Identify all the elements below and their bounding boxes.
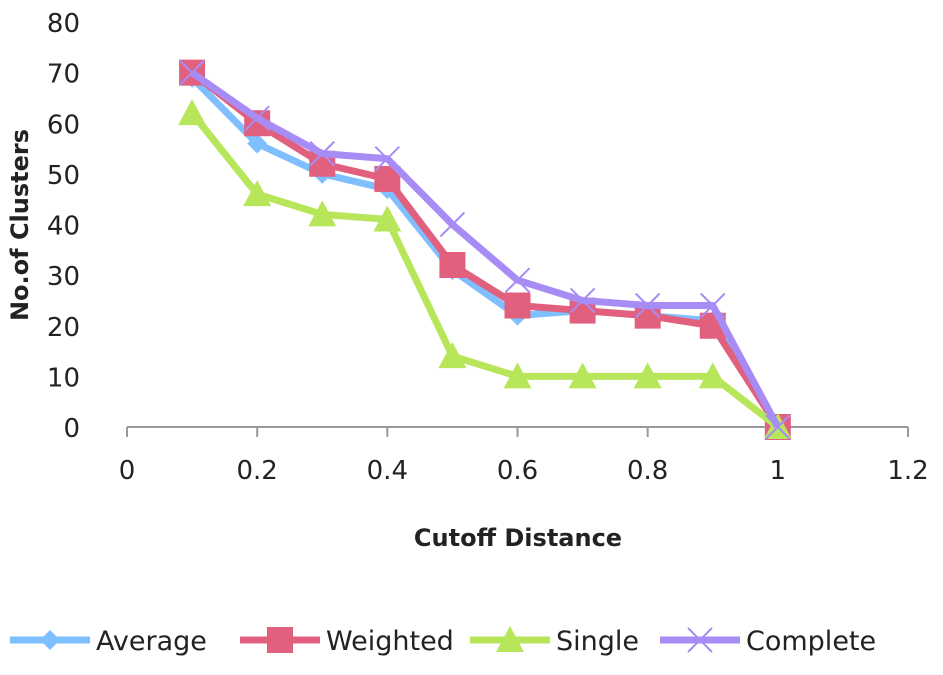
y-tick-label: 0 bbox=[63, 414, 80, 444]
y-tick-label: 80 bbox=[47, 9, 80, 39]
legend-item-weighted: Weighted bbox=[240, 626, 454, 657]
x-tick-label: 0.2 bbox=[236, 456, 277, 486]
legend-x-icon bbox=[687, 627, 713, 653]
single-point bbox=[698, 362, 727, 389]
complete-point bbox=[569, 287, 596, 314]
y-tick-label: 20 bbox=[47, 313, 80, 343]
single-point bbox=[503, 362, 532, 389]
single-point bbox=[178, 99, 207, 126]
legend-label: Complete bbox=[746, 626, 876, 657]
weighted-point bbox=[439, 252, 466, 278]
legend-item-single: Single bbox=[470, 626, 639, 657]
complete-point bbox=[309, 140, 335, 167]
legend: Average Weighted Single Complete bbox=[10, 626, 876, 657]
y-tick-label: 10 bbox=[47, 363, 80, 393]
x-tick-label: 0.4 bbox=[367, 456, 408, 486]
legend-diamond-icon bbox=[40, 630, 60, 650]
y-tick-label: 70 bbox=[47, 60, 80, 90]
single-point bbox=[308, 200, 337, 227]
y-axis-title: No.of Clusters bbox=[6, 129, 34, 321]
y-tick-label: 30 bbox=[47, 262, 80, 292]
complete-point bbox=[504, 267, 531, 293]
y-tick-label: 50 bbox=[47, 161, 80, 191]
legend-item-average: Average bbox=[10, 626, 207, 657]
legend-item-complete: Complete bbox=[660, 626, 876, 657]
x-tick-label: 0 bbox=[119, 456, 136, 486]
series-single bbox=[178, 99, 792, 439]
average-point bbox=[247, 133, 268, 154]
axes: 0 0.2 0.4 0.6 0.8 1 1.2 0 10 20 30 40 50 60 70 80 bbox=[47, 9, 929, 486]
weighted-point bbox=[504, 292, 531, 319]
x-tick-label: 0.6 bbox=[497, 456, 538, 486]
complete-point bbox=[244, 105, 270, 131]
single-line bbox=[189, 110, 780, 430]
complete-line bbox=[190, 69, 781, 429]
legend-label: Single bbox=[556, 626, 639, 657]
complete-point bbox=[439, 211, 466, 238]
x-tick-label: 1 bbox=[770, 456, 787, 486]
series-group bbox=[178, 59, 792, 440]
legend-label: Average bbox=[96, 626, 207, 657]
y-tick-label: 40 bbox=[47, 212, 80, 242]
single-point bbox=[373, 205, 402, 232]
complete-point bbox=[765, 414, 791, 440]
single-point bbox=[438, 342, 467, 369]
legend-square-icon bbox=[267, 627, 293, 653]
single-point bbox=[633, 362, 662, 389]
complete-point bbox=[700, 292, 726, 319]
series-complete bbox=[179, 59, 791, 440]
y-tick-label: 60 bbox=[47, 110, 80, 140]
complete-point bbox=[634, 292, 661, 319]
series-weighted bbox=[179, 59, 791, 440]
x-axis-title: Cutoff Distance bbox=[414, 524, 622, 552]
complete-point bbox=[179, 59, 205, 86]
weighted-line bbox=[189, 69, 781, 429]
single-point bbox=[243, 180, 272, 207]
single-point bbox=[568, 362, 597, 389]
legend-label: Weighted bbox=[326, 626, 454, 657]
legend-triangle-icon bbox=[496, 626, 524, 652]
x-tick-label: 0.8 bbox=[627, 456, 668, 486]
x-tick-label: 1.2 bbox=[887, 456, 928, 486]
complete-point bbox=[374, 145, 401, 172]
